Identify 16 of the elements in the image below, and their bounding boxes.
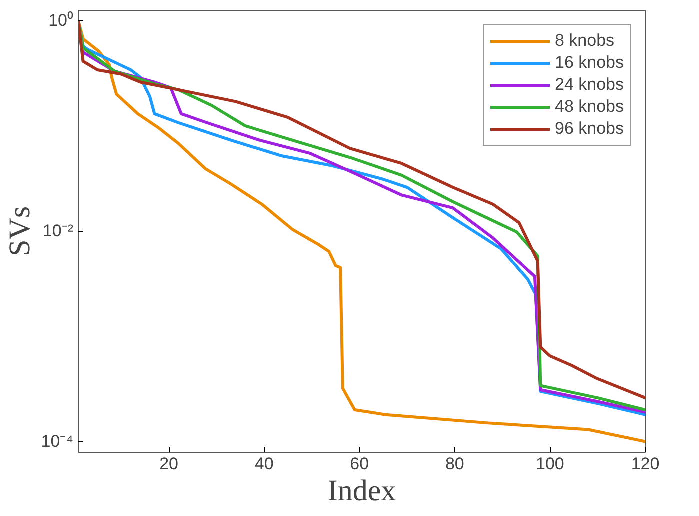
x-tick-label: 60 <box>350 454 370 474</box>
x-tick-label: 100 <box>536 454 564 474</box>
y-tick-label: 10⁻² <box>42 222 74 241</box>
x-tick-label: 80 <box>445 454 464 474</box>
y-tick-label: 10⁰ <box>48 11 74 30</box>
x-tick-label: 40 <box>254 454 274 474</box>
legend-label: 16 knobs <box>555 53 624 73</box>
legend-label: 24 knobs <box>555 75 624 95</box>
legend-label: 8 knobs <box>555 31 615 51</box>
legend-label: 96 knobs <box>555 119 624 139</box>
legend-label: 48 knobs <box>555 97 624 117</box>
y-axis-title: SVs <box>3 206 36 257</box>
x-tick-label: 120 <box>631 454 660 474</box>
x-axis-title: Index <box>328 474 396 508</box>
y-tick-label: 10⁻⁴ <box>41 432 74 452</box>
x-tick-label: 20 <box>160 454 178 474</box>
